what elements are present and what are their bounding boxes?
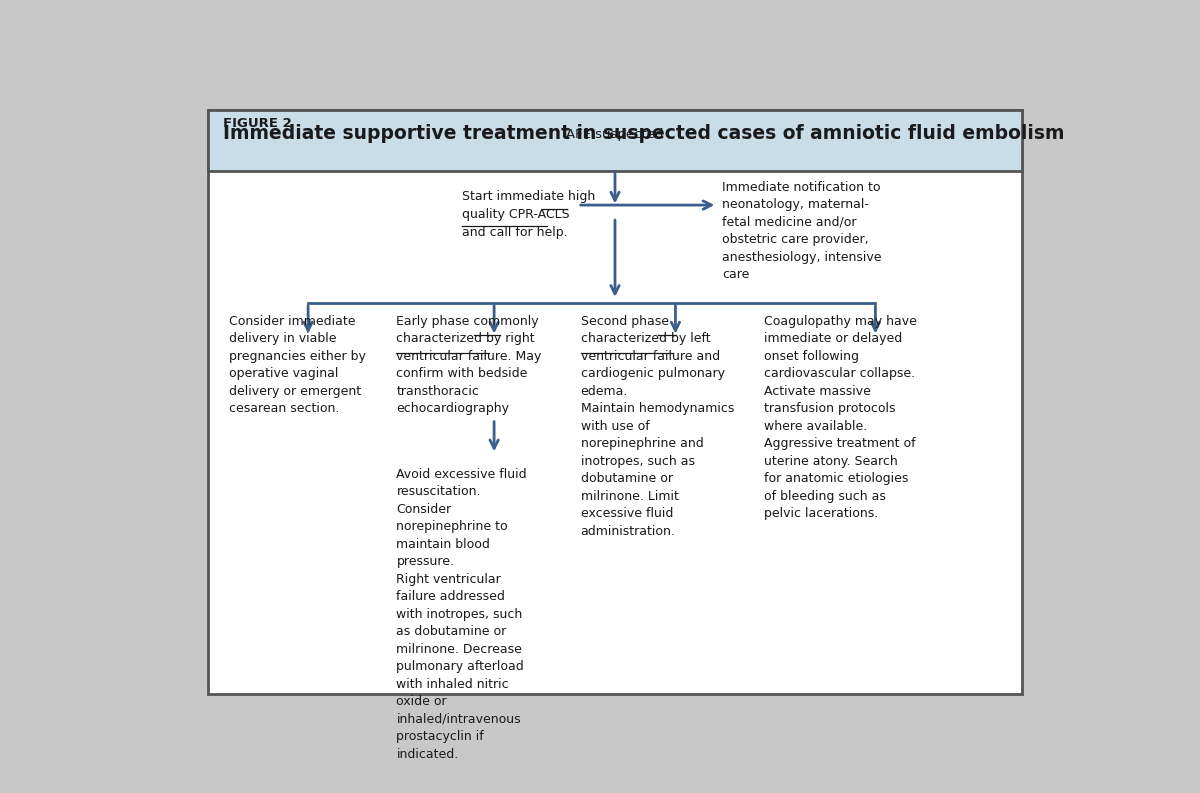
Text: Coagulopathy may have
immediate or delayed
onset following
cardiovascular collap: Coagulopathy may have immediate or delay… [764, 315, 917, 520]
FancyBboxPatch shape [208, 110, 1022, 694]
Text: Consider immediate
delivery in viable
pregnancies either by
operative vaginal
de: Consider immediate delivery in viable pr… [229, 315, 366, 416]
Text: Start immediate high
quality CPR-ACLS
and call for help.: Start immediate high quality CPR-ACLS an… [462, 190, 595, 239]
Text: Immediate notification to
neonatology, maternal-
fetal medicine and/or
obstetric: Immediate notification to neonatology, m… [722, 181, 882, 282]
Text: AFE suspected: AFE suspected [566, 128, 664, 141]
Text: Early phase commonly
characterized by right
ventricular failure. May
confirm wit: Early phase commonly characterized by ri… [396, 315, 542, 416]
Text: Second phase
characterized by left
ventricular failure and
cardiogenic pulmonary: Second phase characterized by left ventr… [581, 315, 734, 538]
FancyBboxPatch shape [208, 110, 1022, 171]
Text: FIGURE 2: FIGURE 2 [222, 117, 292, 130]
Text: Immediate supportive treatment in suspected cases of amniotic fluid embolism: Immediate supportive treatment in suspec… [222, 125, 1064, 144]
Text: Avoid excessive fluid
resuscitation.
Consider
norepinephrine to
maintain blood
p: Avoid excessive fluid resuscitation. Con… [396, 468, 527, 760]
